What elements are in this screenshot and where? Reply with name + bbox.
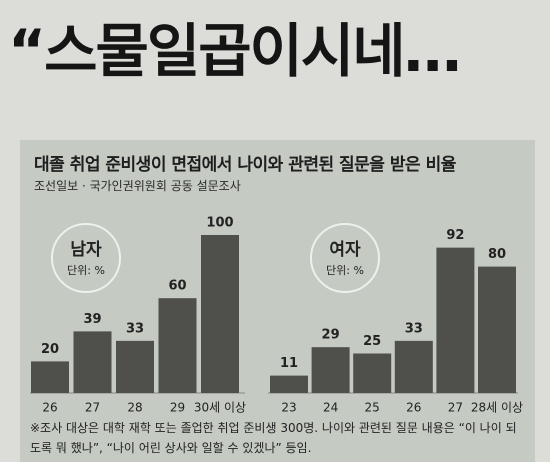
x-tick-label: 27	[85, 401, 100, 415]
value-label: 29	[322, 328, 340, 343]
panel-label: 여자	[329, 240, 361, 260]
value-label: 92	[446, 228, 464, 243]
headline: “스물일곱이시네…	[8, 17, 462, 85]
bar	[394, 340, 433, 393]
footnote: ※조사 대상은 대학 재학 또는 졸업한 취업 준비생 300명. 나이와 관련…	[30, 421, 517, 455]
x-tick-label: 26	[42, 401, 57, 415]
x-tick-label: 26	[406, 401, 421, 415]
bar	[158, 298, 197, 393]
bar	[311, 347, 350, 393]
legend-circle	[51, 223, 121, 293]
legend-circle	[310, 223, 380, 293]
value-label: 39	[83, 312, 101, 327]
value-label: 60	[168, 279, 186, 294]
value-label: 100	[206, 216, 233, 231]
x-tick-label: 30세 이상	[194, 401, 246, 415]
x-tick-label: 23	[281, 401, 296, 415]
bar	[436, 247, 475, 393]
value-label: 11	[280, 356, 298, 371]
chart-title: 대졸 취업 준비생이 면접에서 나이와 관련된 질문을 받은 비율	[34, 155, 456, 175]
bar	[270, 375, 308, 393]
value-label: 33	[405, 321, 423, 336]
value-label: 33	[126, 321, 144, 336]
unit-label: 단위: %	[326, 264, 364, 277]
bar	[201, 235, 239, 393]
bar	[73, 331, 112, 393]
x-tick-label: 24	[323, 401, 338, 415]
bar	[31, 361, 69, 393]
value-label: 25	[363, 334, 381, 349]
x-tick-label: 29	[170, 401, 185, 415]
value-label: 80	[488, 247, 506, 262]
panel-label: 남자	[70, 240, 102, 260]
x-tick-label: 27	[448, 401, 463, 415]
bar	[353, 353, 392, 393]
value-label: 20	[41, 342, 59, 357]
unit-label: 단위: %	[67, 264, 105, 277]
x-tick-label: 25	[365, 401, 380, 415]
bar	[478, 266, 516, 393]
x-tick-label: 28	[127, 401, 142, 415]
bar	[116, 340, 154, 393]
chart-subtitle: 조선일보 · 국가인권위원회 공동 설문조사	[34, 179, 241, 193]
x-tick-label: 28세 이상	[471, 401, 523, 415]
